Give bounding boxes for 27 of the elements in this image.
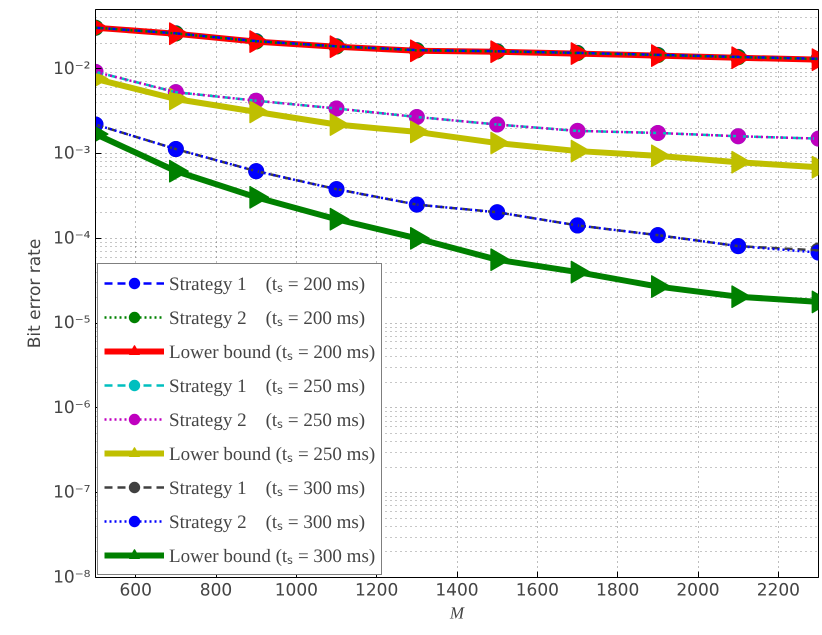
y-tick-label: 10⁻⁷	[53, 482, 91, 503]
legend-label: Strategy 2 (tₛ = 250 ms)	[169, 409, 366, 432]
x-tick-label: 2200	[756, 580, 800, 600]
x-tick-label: 1200	[355, 580, 398, 600]
x-tick-label: 2000	[676, 580, 720, 600]
legend-label: Strategy 2 (tₛ = 300 ms)	[169, 511, 366, 534]
legend-label: Lower bound (tₛ = 250 ms)	[169, 443, 376, 466]
y-axis-title: Bit error rate	[25, 238, 46, 348]
legend-label: Strategy 1 (tₛ = 200 ms)	[169, 273, 366, 296]
x-axis-title: M	[448, 604, 465, 622]
y-tick-label: 10⁻²	[53, 58, 90, 79]
legend-label: Lower bound (tₛ = 300 ms)	[169, 545, 376, 568]
x-tick-label: 800	[200, 580, 232, 600]
y-tick-label: 10⁻⁶	[53, 398, 91, 418]
x-tick-label: 600	[119, 580, 152, 600]
legend-label: Strategy 2 (tₛ = 200 ms)	[169, 307, 366, 330]
x-tick-label: 1600	[516, 580, 559, 600]
legend-label: Lower bound (tₛ = 200 ms)	[169, 341, 376, 364]
y-tick-label: 10⁻⁵	[53, 313, 90, 334]
legend-label: Strategy 1 (tₛ = 300 ms)	[169, 477, 366, 500]
x-tick-label: 1000	[274, 580, 318, 600]
x-tick-label: 1800	[596, 580, 640, 600]
y-tick-label: 10⁻⁸	[53, 568, 91, 588]
legend-label: Strategy 1 (tₛ = 250 ms)	[169, 375, 366, 398]
x-tick-label: 1400	[435, 580, 479, 600]
y-tick-label: 10⁻³	[53, 144, 90, 164]
y-tick-label: 10⁻⁴	[53, 228, 91, 248]
